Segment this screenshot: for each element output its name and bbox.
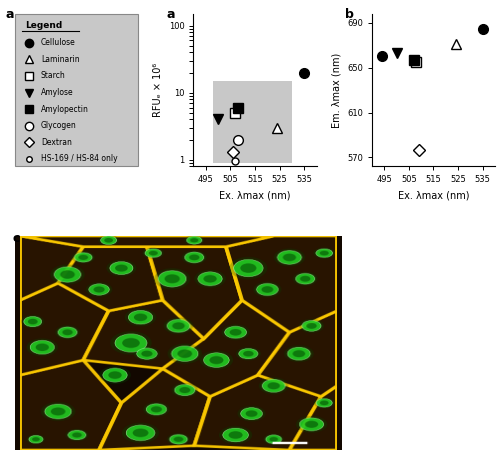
- Text: a: a: [5, 8, 14, 21]
- Text: Amylopectin: Amylopectin: [41, 105, 88, 113]
- Text: Laminarin: Laminarin: [41, 55, 80, 64]
- Text: Legend: Legend: [25, 22, 62, 30]
- Text: Dextran: Dextran: [41, 138, 72, 147]
- X-axis label: Ex. λmax (nm): Ex. λmax (nm): [219, 190, 291, 200]
- Text: HS-169 / HS-84 only: HS-169 / HS-84 only: [41, 154, 117, 163]
- Text: Glycogen: Glycogen: [41, 121, 76, 130]
- Text: c: c: [12, 232, 20, 245]
- Y-axis label: Em. λmax (nm): Em. λmax (nm): [332, 52, 342, 128]
- X-axis label: Ex. λmax (nm): Ex. λmax (nm): [398, 190, 469, 200]
- Text: a: a: [166, 8, 175, 21]
- Text: Cellulose: Cellulose: [41, 38, 76, 47]
- Text: Amylose: Amylose: [41, 88, 74, 97]
- Text: b: b: [345, 8, 354, 21]
- Bar: [213, 81, 292, 163]
- Text: Starch: Starch: [41, 72, 66, 80]
- Y-axis label: RFUₑ × 10⁶: RFUₑ × 10⁶: [153, 63, 163, 117]
- FancyBboxPatch shape: [15, 14, 138, 167]
